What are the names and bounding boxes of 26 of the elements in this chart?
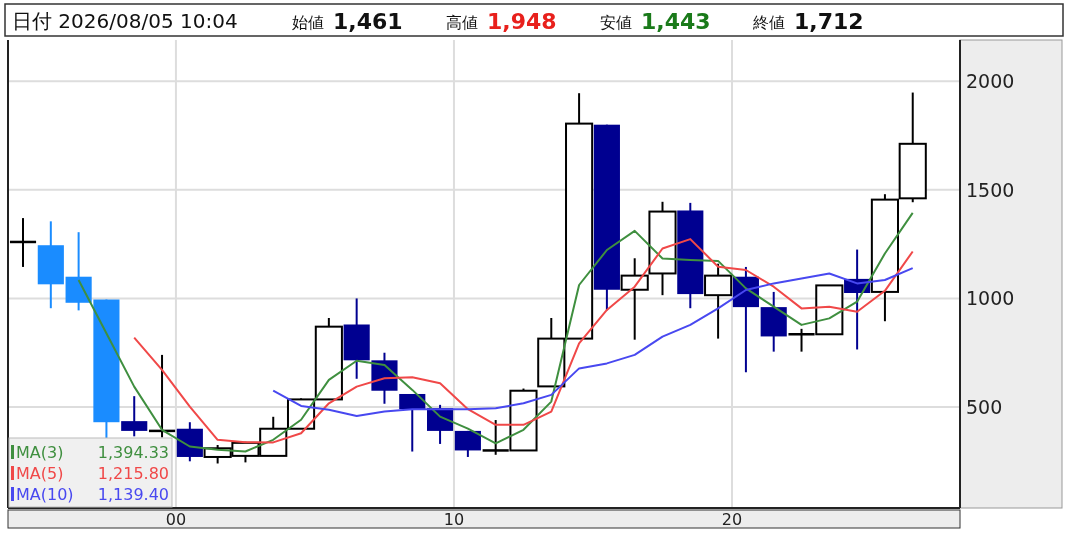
text: 1,712 bbox=[794, 9, 864, 34]
text: 終値 bbox=[752, 13, 785, 32]
text: 1,461 bbox=[333, 9, 403, 34]
y-tick-label: 2000 bbox=[966, 70, 1015, 93]
text: 1,948 bbox=[487, 9, 557, 34]
annotation: 1,394.33 bbox=[97, 443, 169, 462]
x-tick-label: 10 bbox=[443, 510, 465, 529]
candlestick bbox=[147, 353, 177, 439]
line-series bbox=[272, 267, 914, 417]
candlestick bbox=[8, 217, 38, 268]
line-series bbox=[133, 238, 914, 444]
y-tick-label: 1500 bbox=[966, 178, 1015, 201]
x-tick-label: 00 bbox=[165, 510, 187, 529]
text: 1,443 bbox=[641, 9, 711, 34]
legend-label: MA(10) bbox=[16, 485, 74, 504]
annotation: 1,215.80 bbox=[97, 464, 169, 483]
x-tick-label: 20 bbox=[721, 510, 743, 529]
y-tick-label: 500 bbox=[966, 396, 1003, 419]
text: 始値 bbox=[292, 13, 324, 32]
legend-label: MA(3) bbox=[16, 443, 64, 462]
text: 安値 bbox=[600, 13, 632, 32]
legend-label: MA(5) bbox=[16, 464, 64, 483]
chart-title: 日付 2026/08/05 10:04 bbox=[12, 9, 238, 33]
annotation: 1,139.40 bbox=[97, 485, 169, 504]
text: 高値 bbox=[446, 13, 478, 32]
y-tick-label: 1000 bbox=[966, 287, 1015, 310]
